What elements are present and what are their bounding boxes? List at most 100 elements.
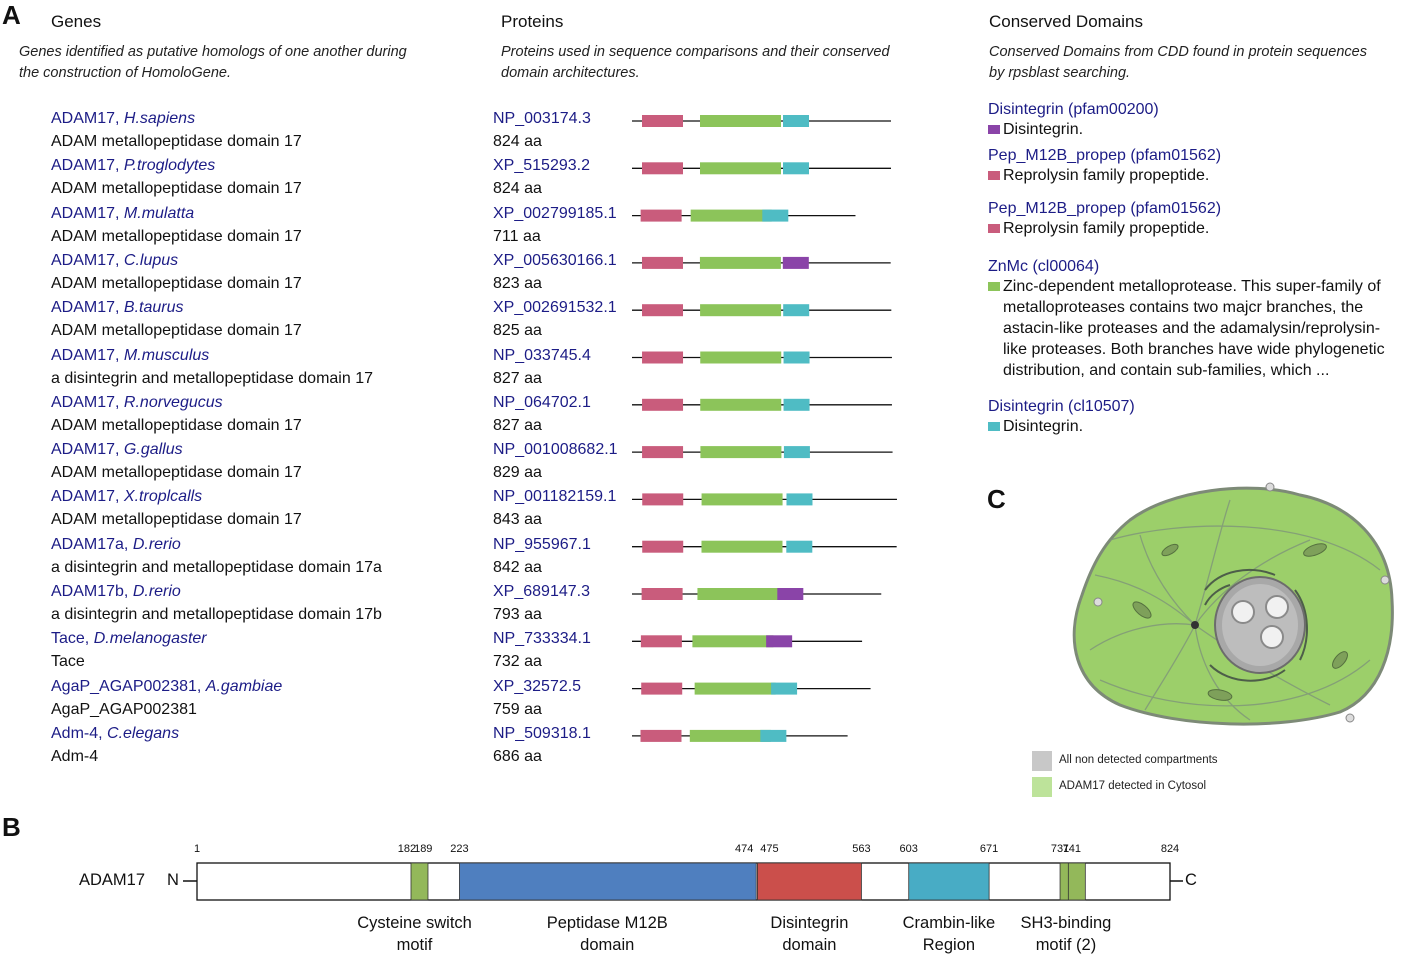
protein-accession-link[interactable]: XP_002691532.1 [493,299,617,317]
domain-architecture-diagram [632,115,897,742]
conserved-domain-link[interactable]: Pep_M12B_propep (pfam01562) [988,147,1222,164]
gene-description: Tace [51,653,85,671]
protein-length: 825 aa [493,322,542,340]
domain-box-disint-cl [783,304,810,317]
gene-symbol: ADAM17, [51,110,124,127]
protein-accession-link[interactable]: NP_064702.1 [493,393,591,411]
gene-description: ADAM metallopeptidase domain 17 [51,274,302,292]
schematic-protein-name: ADAM17 [79,871,146,889]
domain-color-swatch [988,125,1000,134]
domain-box-znmc [700,162,781,175]
domain-box-propep [642,162,683,175]
gene-species: D.rerio [132,535,181,553]
gene-link[interactable]: AgaP_AGAP002381, A.gambiae [51,678,282,696]
domain-box-disint-cl [783,162,809,175]
domain-color-swatch [988,422,1000,431]
domain-box-disint-pf [777,588,804,600]
domain-box-propep [640,729,682,742]
gene-link[interactable]: ADAM17, B.taurus [51,299,184,317]
gene-link[interactable]: ADAM17, R.norvegucus [51,394,223,412]
protein-accession-link[interactable]: NP_003174.3 [493,110,591,127]
domain-box-disint-pf [766,635,793,648]
protein-accession-link[interactable]: NP_733334.1 [493,630,591,648]
position-number: 189 [414,843,433,855]
protein-accession-link[interactable]: XP_002799185.1 [493,204,617,222]
domain-box-disint-cl [786,540,813,553]
gene-link[interactable]: Tace, D.melanogaster [51,630,207,648]
protein-accession-link[interactable]: NP_955967.1 [493,535,591,553]
domain-box-znmc [694,682,776,695]
gene-species: R.norvegucus [123,393,223,411]
gene-species: C.lupus [123,251,179,269]
domain-box-znmc [699,256,781,269]
domain-box-propep [642,493,684,506]
gene-species: D.rerio [132,583,181,600]
gene-species: P.troglodytes [123,157,216,175]
domain-box-znmc [700,446,782,459]
domain-box-znmc [700,398,782,411]
gene-species: M.musculus [123,346,210,364]
gene-link[interactable]: ADAM17a, D.rerio [51,536,181,554]
conserved-domain-entry: Disintegrin (pfam00200) Disintegrin. [988,100,1418,140]
conserved-domain-description: Disintegrin. [988,119,1418,140]
gene-symbol: ADAM17, [51,488,124,506]
gene-symbol: ADAM17, [51,157,124,175]
gene-symbol: ADAM17, [51,299,124,317]
protein-accession-link[interactable]: NP_001182159.1 [493,488,617,506]
conserved-domain-link[interactable]: Disintegrin (pfam00200) [988,101,1159,118]
panel-a-label: A [2,0,21,30]
gene-description: AgaP_AGAP002381 [51,700,197,718]
conserved-domain-description: Reprolysin family propeptide. [988,218,1418,239]
gene-description: ADAM metallopeptidase domain 17 [51,227,302,245]
region-label: Crambin-like Region [902,914,996,954]
protein-accession-link[interactable]: XP_689147.3 [493,583,590,600]
gene-link[interactable]: ADAM17, M.mulatta [51,205,194,223]
gene-symbol: ADAM17, [51,346,124,364]
domain-box-propep [640,209,682,222]
conserved-domain-link[interactable]: Pep_M12B_propep (pfam01562) [988,200,1222,217]
conserved-domain-entry: ZnMc (cl00064) Zinc-dependent metalloprot… [988,257,1418,381]
gene-link[interactable]: ADAM17b, D.rerio [51,583,181,601]
domain-description-text: Zinc-dependent metalloprotease. This sup… [1003,278,1385,379]
domain-box-propep [642,398,684,411]
protein-accession-link[interactable]: XP_005630166.1 [493,251,617,269]
segment-sh3-binding-2 [1067,862,1086,901]
gene-link[interactable]: ADAM17, P.troglodytes [51,157,215,175]
domain-box-propep [641,256,683,269]
domain-box-propep [642,446,684,459]
gene-link[interactable]: ADAM17, M.musculus [51,347,209,365]
protein-length: 824 aa [493,180,542,198]
cell-illustration [1072,482,1394,726]
gene-link[interactable]: ADAM17, C.lupus [51,252,178,270]
gene-link[interactable]: ADAM17, G.gallus [51,441,183,459]
protein-accession-link[interactable]: NP_509318.1 [493,724,591,742]
gene-symbol: ADAM17a, [51,535,133,553]
legend-label-not-detected: All non detected compartments [1059,754,1218,766]
gene-link[interactable]: Adm-4, C.elegans [51,725,179,743]
protein-accession-link[interactable]: NP_001008682.1 [493,441,618,459]
domain-box-disint-cl [783,351,810,364]
conserved-domain-link[interactable]: ZnMc (cl00064) [988,258,1100,275]
gene-description: Adm-4 [51,747,99,765]
domain-box-znmc [700,351,782,364]
protein-accession-link[interactable]: XP_515293.2 [493,157,590,175]
adam17-schematic [183,862,1183,901]
panel-c-label: C [987,484,1006,514]
conserved-domain-link[interactable]: Disintegrin (cl10507) [988,398,1135,415]
protein-length: 827 aa [493,416,542,434]
gene-link[interactable]: ADAM17, H.sapiens [51,110,195,128]
gene-symbol: Adm-4, [51,724,108,742]
genes-title: Genes [51,12,102,31]
domain-box-propep [641,588,683,600]
protein-accession-link[interactable]: XP_32572.5 [493,677,582,695]
domain-box-disint-cl [783,398,810,411]
position-number: 824 [1160,843,1180,855]
gene-symbol: AgaP_AGAP002381, [51,677,206,695]
protein-accession-link[interactable]: NP_033745.4 [493,346,591,364]
domain-box-znmc [700,115,781,127]
domain-box-disint-pf [782,256,809,269]
domain-box-znmc [692,635,774,648]
position-number: 474 [735,843,754,855]
position-number: 741 [1062,843,1082,855]
gene-link[interactable]: ADAM17, X.troplcalls [51,488,202,506]
